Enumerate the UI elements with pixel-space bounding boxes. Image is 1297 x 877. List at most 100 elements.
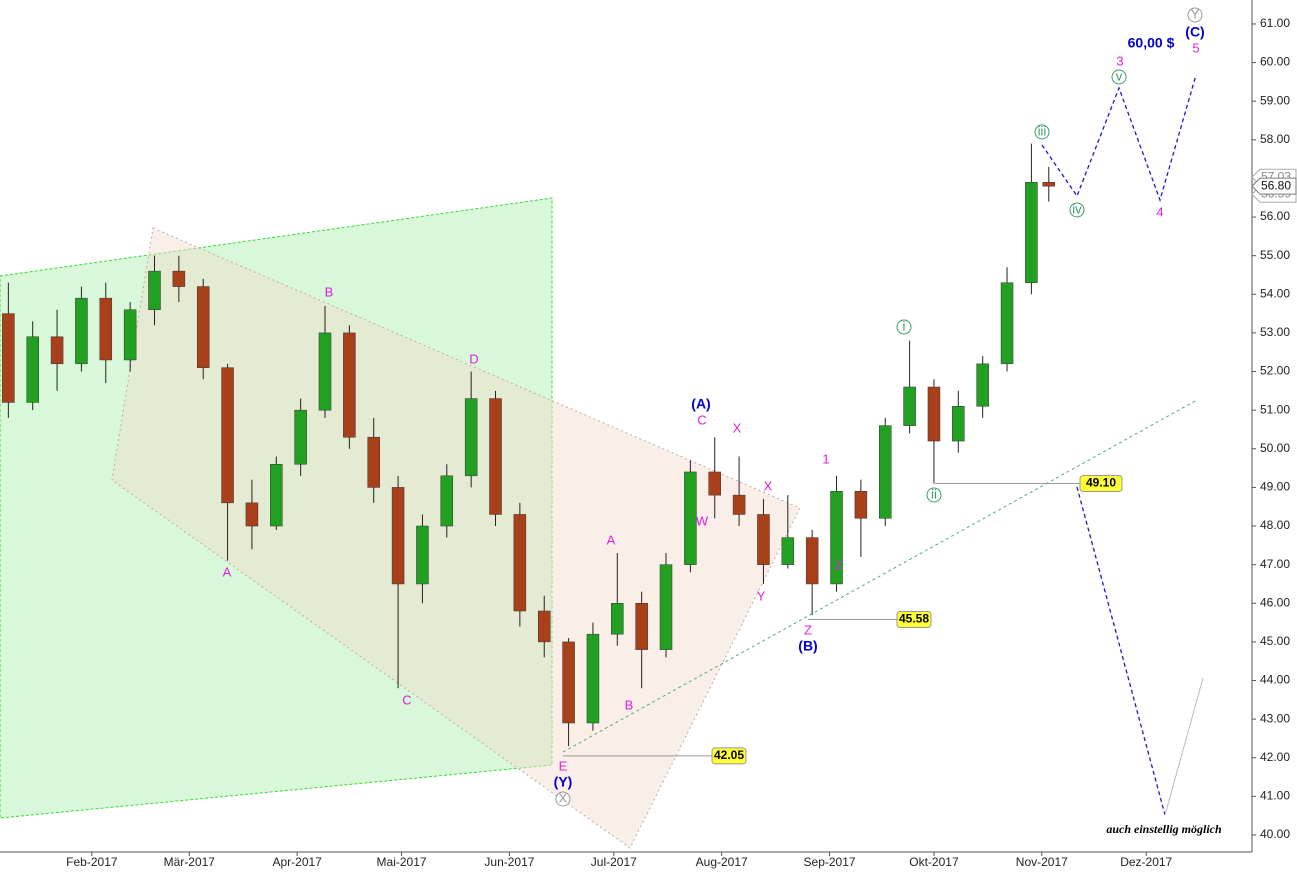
wave-label: 60,00 $: [1128, 35, 1175, 51]
candle-body: [781, 537, 795, 565]
wave-label: (C): [1185, 24, 1204, 40]
y-tick-label: 47.00: [1260, 557, 1290, 571]
wave-label: i: [903, 318, 906, 333]
y-tick-label: 56.00: [1260, 209, 1290, 223]
x-tick-label: Mai-2017: [377, 855, 427, 869]
y-tick-label: 40.00: [1260, 827, 1290, 841]
candle-body: [464, 398, 478, 477]
y-tick-label: 46.00: [1260, 595, 1290, 609]
y-tick-label: 50.00: [1260, 441, 1290, 455]
candle-body: [537, 610, 551, 643]
wave-label: B: [325, 284, 334, 299]
candle-body: [830, 491, 843, 585]
wave-label: B: [625, 697, 634, 712]
wave-label: (A): [691, 396, 710, 412]
candle-body: [75, 297, 88, 365]
candle-body: [440, 475, 454, 527]
wave-label: W: [696, 513, 709, 528]
wave-circle: [555, 791, 571, 807]
trendline: [562, 399, 1198, 753]
candle-body: [513, 514, 527, 612]
candle-body: [927, 386, 941, 442]
x-tick-label: Okt-2017: [909, 855, 959, 869]
x-tick-label: Jul-2017: [591, 855, 637, 869]
candle-body: [684, 471, 697, 565]
wave-circle: [896, 319, 912, 335]
candle-body: [367, 436, 380, 488]
level-tag-label: 45.58: [899, 612, 929, 626]
wave-label: 1: [822, 451, 829, 466]
y-tick-label: 59.00: [1260, 93, 1290, 107]
level-tag: [711, 747, 747, 765]
wave-label: 3: [1116, 53, 1123, 68]
x-tick-label: Sep-2017: [804, 855, 856, 869]
level-tag-label: 42.05: [714, 748, 744, 762]
candle-body: [757, 514, 770, 565]
wave-circle: [1034, 124, 1050, 140]
y-tick-label: 49.00: [1260, 480, 1290, 494]
candle-body: [416, 525, 429, 585]
x-tick-label: Nov-2017: [1016, 855, 1068, 869]
candle-body: [708, 471, 721, 496]
y-tick-label: 54.00: [1260, 286, 1290, 300]
y-tick-label: 42.00: [1260, 750, 1290, 764]
y-tick-label: 48.00: [1260, 518, 1290, 532]
wave-label: D: [469, 351, 478, 366]
last-price-label: 56.80: [1261, 178, 1291, 192]
x-tick-label: Jun-2017: [484, 855, 534, 869]
level-tag-label: 49.10: [1086, 476, 1116, 490]
marks: [2, 143, 1056, 747]
y-tick-label: 51.00: [1260, 402, 1290, 416]
wave-label: A: [607, 532, 616, 547]
channel-beige: [111, 227, 801, 849]
candle-body: [343, 332, 356, 438]
wave-label: C: [697, 412, 706, 427]
y-tick-label: 44.00: [1260, 673, 1290, 687]
candle-body: [50, 336, 64, 365]
candle-body: [1000, 282, 1014, 365]
candle-body: [903, 386, 916, 426]
candle-body: [196, 286, 210, 368]
level-tag: [1079, 475, 1123, 493]
candle-body: [270, 463, 283, 527]
wave-label: iii: [1038, 123, 1047, 138]
candle-body: [123, 309, 137, 361]
candle-body: [659, 564, 673, 650]
y-tick-label: 52.00: [1260, 364, 1290, 378]
y-tick-label: 43.00: [1260, 711, 1290, 725]
wave-label: (Y): [554, 774, 573, 790]
wave-circle: [1187, 7, 1203, 23]
candle-body: [99, 297, 113, 361]
candle-body: [148, 270, 161, 310]
candle-body: [586, 633, 600, 724]
x-tick-label: Dez-2017: [1120, 855, 1172, 869]
x-tick-label: Feb-2017: [66, 855, 118, 869]
y-tick-label: 45.00: [1260, 634, 1290, 648]
wave-circle: [1111, 69, 1127, 85]
candle-body: [1042, 182, 1056, 187]
wave-label: A: [223, 564, 232, 579]
y-tick-label: 60.00: [1260, 55, 1290, 69]
candle-body: [245, 502, 259, 527]
projection-alt: [1076, 486, 1166, 816]
y-tick-label: 61.00: [1260, 16, 1290, 30]
wave-label: ii: [931, 486, 937, 501]
y-tick-label: 53.00: [1260, 325, 1290, 339]
wave-label: v: [1116, 68, 1123, 83]
candle-body: [1025, 182, 1038, 283]
x-tick-label: Mär-2017: [164, 855, 216, 869]
candle-body: [976, 363, 989, 407]
x-tick-label: Aug-2017: [696, 855, 748, 869]
wave-label: X: [764, 478, 773, 493]
y-tick-label: 55.00: [1260, 248, 1290, 262]
wave-label: 2: [834, 557, 841, 572]
candle-body: [611, 603, 624, 635]
wave-label: Y: [1191, 6, 1200, 21]
candle-body: [805, 537, 819, 585]
candle-body: [318, 332, 332, 411]
wave-label: Y: [757, 588, 766, 603]
note: auch einstellig möglich: [1106, 822, 1222, 836]
y-tick-label: 41.00: [1260, 789, 1290, 803]
candle-body: [26, 336, 39, 403]
